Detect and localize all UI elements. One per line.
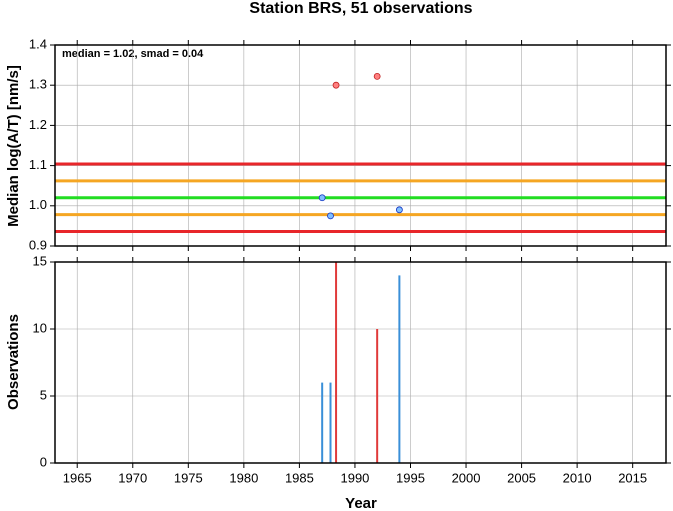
plot-frame (54, 261, 667, 464)
x-tick-label: 1965 (63, 470, 92, 485)
bar (398, 275, 401, 463)
bar (321, 382, 324, 463)
y-tick-label: 5 (40, 387, 47, 402)
point (395, 206, 403, 214)
plot-frame (54, 44, 667, 247)
x-tick-label: 2015 (618, 470, 647, 485)
y-tick-label: 1.2 (29, 117, 47, 132)
bar (335, 262, 338, 463)
y-tick-label: 1.4 (29, 36, 47, 51)
bar (376, 329, 379, 463)
y-tick-label: 0.9 (29, 237, 47, 252)
x-tick-label: 1970 (118, 470, 147, 485)
y-axis-label: Median log(A/T) [nm/s] (5, 65, 22, 227)
x-axis-label: Year (345, 495, 377, 511)
x-tick-label: 1990 (340, 470, 369, 485)
x-tick-label: 2010 (563, 470, 592, 485)
point (332, 81, 340, 89)
x-tick-label: 2000 (452, 470, 481, 485)
point (373, 72, 381, 80)
bar (329, 382, 332, 463)
x-tick-label: 1980 (229, 470, 258, 485)
y-tick-label: 1.0 (29, 197, 47, 212)
annotation: median = 1.02, smad = 0.04 (62, 48, 204, 60)
y-tick-label: 15 (33, 253, 47, 268)
y-tick-label: 0 (40, 454, 47, 469)
y-tick-label: 10 (33, 320, 47, 335)
x-tick-label: 1975 (174, 470, 203, 485)
chart-title: Station BRS, 51 observations (249, 0, 472, 17)
point (327, 212, 334, 220)
point (318, 194, 326, 202)
y-tick-label: 1.3 (29, 77, 47, 92)
y-axis-label: Observations (5, 314, 22, 410)
x-tick-label: 1995 (396, 470, 425, 485)
x-tick-label: 1985 (285, 470, 314, 485)
x-tick-label: 2005 (507, 470, 536, 485)
y-tick-label: 1.1 (29, 157, 47, 172)
